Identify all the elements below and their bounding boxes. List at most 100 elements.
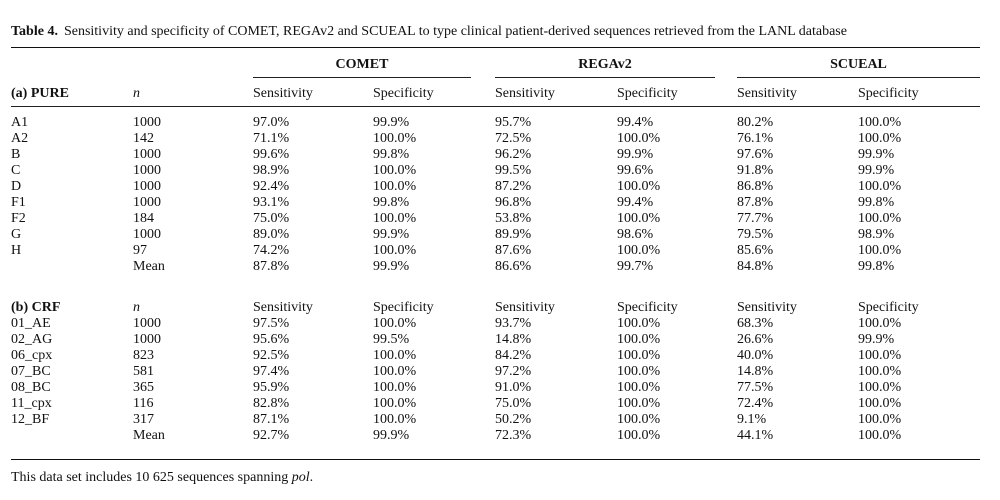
regav2-sensitivity-cell: 95.7% (495, 115, 532, 130)
subtype-cell: G (11, 227, 22, 242)
n-cell: 1000 (133, 332, 161, 347)
n-cell: 116 (133, 396, 154, 411)
comet-specificity-cell: 100.0% (373, 396, 417, 411)
regav2-specificity-cell: 100.0% (617, 412, 661, 427)
regav2-specificity-cell: 100.0% (617, 211, 661, 226)
regav2-specificity-cell: 100.0% (617, 396, 661, 411)
regav2-specificity-cell: 100.0% (617, 380, 661, 395)
scueal-sensitivity-cell: 77.7% (737, 211, 774, 226)
group-header-scueal: SCUEAL (830, 57, 887, 72)
subtype-cell: B (11, 147, 21, 162)
table-row: 12_BF 317 87.1% 100.0% 50.2% 100.0% 9.1%… (0, 412, 1000, 428)
table-row: 06_cpx 823 92.5% 100.0% 84.2% 100.0% 40.… (0, 348, 1000, 364)
group-header-comet: COMET (335, 57, 389, 72)
scueal-sensitivity-cell: 91.8% (737, 163, 774, 178)
scueal-sensitivity-cell: 97.6% (737, 147, 774, 162)
comet-specificity-cell: 99.8% (373, 147, 410, 162)
comet-sensitivity-cell: 97.0% (253, 115, 290, 130)
comet-specificity-cell: 99.8% (373, 195, 410, 210)
comet-sensitivity-cell: 99.6% (253, 147, 290, 162)
comet-sensitivity-cell: 87.1% (253, 412, 290, 427)
scueal-sensitivity-cell: 84.8% (737, 259, 774, 274)
comet-specificity-cell: 100.0% (373, 348, 417, 363)
top-rule (11, 47, 980, 48)
scueal-sensitivity-cell: 44.1% (737, 428, 774, 443)
subtype-cell: 11_cpx (11, 396, 52, 411)
regav2-specificity-cell: 98.6% (617, 227, 654, 242)
n-cell: 581 (133, 364, 154, 379)
n-cell: 142 (133, 131, 154, 146)
regav2-specificity-cell: 100.0% (617, 316, 661, 331)
comet-sensitivity-cell: 92.4% (253, 179, 290, 194)
scueal-specificity-cell: 100.0% (858, 115, 902, 130)
n-cell: 97 (133, 243, 147, 258)
table-row: B 1000 99.6% 99.8% 96.2% 99.9% 97.6% 99.… (0, 147, 1000, 163)
header-regav2-specificity: Specificity (617, 300, 678, 315)
table-row: F2 184 75.0% 100.0% 53.8% 100.0% 77.7% 1… (0, 211, 1000, 227)
header-comet-sensitivity: Sensitivity (253, 86, 313, 101)
header-comet-sensitivity: Sensitivity (253, 300, 313, 315)
n-cell: 1000 (133, 316, 161, 331)
regav2-sensitivity-cell: 87.2% (495, 179, 532, 194)
comet-specificity-cell: 99.9% (373, 115, 410, 130)
table-row: 11_cpx 116 82.8% 100.0% 75.0% 100.0% 72.… (0, 396, 1000, 412)
scueal-specificity-cell: 100.0% (858, 348, 902, 363)
group-underline-scueal (737, 77, 980, 78)
regav2-sensitivity-cell: 72.3% (495, 428, 532, 443)
scueal-specificity-cell: 100.0% (858, 380, 902, 395)
crf-header-row: (b) CRF n Sensitivity Specificity Sensit… (0, 300, 1000, 316)
table-row: C 1000 98.9% 100.0% 99.5% 99.6% 91.8% 99… (0, 163, 1000, 179)
scueal-sensitivity-cell: 86.8% (737, 179, 774, 194)
subtype-cell: 08_BC (11, 380, 51, 395)
regav2-sensitivity-cell: 96.8% (495, 195, 532, 210)
comet-sensitivity-cell: 92.5% (253, 348, 290, 363)
comet-specificity-cell: 100.0% (373, 131, 417, 146)
scueal-specificity-cell: 100.0% (858, 211, 902, 226)
scueal-specificity-cell: 99.8% (858, 195, 895, 210)
scueal-sensitivity-cell: 68.3% (737, 316, 774, 331)
scueal-specificity-cell: 100.0% (858, 131, 902, 146)
comet-specificity-cell: 100.0% (373, 412, 417, 427)
mean-label: Mean (133, 428, 165, 443)
header-comet-specificity: Specificity (373, 300, 434, 315)
comet-specificity-cell: 99.9% (373, 227, 410, 242)
header-scueal-specificity: Specificity (858, 86, 919, 101)
footnote-end: . (309, 470, 314, 485)
regav2-sensitivity-cell: 53.8% (495, 211, 532, 226)
regav2-specificity-cell: 99.6% (617, 163, 654, 178)
comet-sensitivity-cell: 93.1% (253, 195, 290, 210)
table-row: G 1000 89.0% 99.9% 89.9% 98.6% 79.5% 98.… (0, 227, 1000, 243)
section-title-crf: (b) CRF (11, 300, 61, 315)
subtype-cell: F2 (11, 211, 26, 226)
regav2-sensitivity-cell: 99.5% (495, 163, 532, 178)
regav2-sensitivity-cell: 72.5% (495, 131, 532, 146)
n-cell: 1000 (133, 115, 161, 130)
scueal-specificity-cell: 100.0% (858, 396, 902, 411)
header-regav2-sensitivity: Sensitivity (495, 300, 555, 315)
scueal-sensitivity-cell: 79.5% (737, 227, 774, 242)
table-row: 02_AG 1000 95.6% 99.5% 14.8% 100.0% 26.6… (0, 332, 1000, 348)
comet-specificity-cell: 100.0% (373, 163, 417, 178)
scueal-specificity-cell: 100.0% (858, 428, 902, 443)
subtype-cell: 12_BF (11, 412, 50, 427)
header-n: n (133, 300, 140, 315)
table-row: A2 142 71.1% 100.0% 72.5% 100.0% 76.1% 1… (0, 131, 1000, 147)
header-scueal-specificity: Specificity (858, 300, 919, 315)
comet-sensitivity-cell: 71.1% (253, 131, 290, 146)
mean-row: Mean 92.7% 99.9% 72.3% 100.0% 44.1% 100.… (0, 428, 1000, 444)
n-cell: 1000 (133, 227, 161, 242)
scueal-specificity-cell: 100.0% (858, 179, 902, 194)
group-underline-comet (253, 77, 471, 78)
header-n: n (133, 86, 140, 101)
comet-sensitivity-cell: 98.9% (253, 163, 290, 178)
subtype-cell: 06_cpx (11, 348, 53, 363)
scueal-specificity-cell: 100.0% (858, 243, 902, 258)
n-cell: 1000 (133, 195, 161, 210)
table-row: D 1000 92.4% 100.0% 87.2% 100.0% 86.8% 1… (0, 179, 1000, 195)
header-rule (11, 106, 980, 107)
comet-specificity-cell: 100.0% (373, 211, 417, 226)
scueal-specificity-cell: 99.9% (858, 332, 895, 347)
table-row: A1 1000 97.0% 99.9% 95.7% 99.4% 80.2% 10… (0, 115, 1000, 131)
subtype-cell: A1 (11, 115, 29, 130)
regav2-sensitivity-cell: 96.2% (495, 147, 532, 162)
